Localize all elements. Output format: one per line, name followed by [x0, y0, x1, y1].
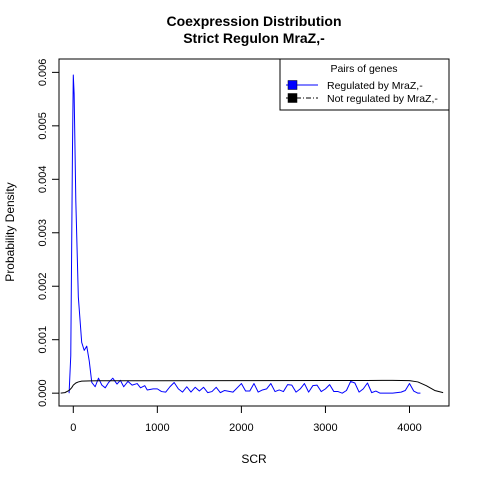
legend-swatch-regulated — [287, 80, 298, 90]
x-tick-label: 2000 — [229, 422, 253, 434]
series-layer — [60, 74, 444, 394]
x-axis: 0 1000 2000 3000 4000 — [70, 405, 422, 434]
legend-swatch-not-regulated — [287, 93, 298, 103]
y-tick-label: 0.005 — [37, 112, 49, 140]
y-tick-label: 0.003 — [37, 219, 49, 247]
x-tick-label: 0 — [70, 422, 76, 434]
y-tick-label: 0.004 — [37, 166, 49, 194]
y-tick-label: 0.002 — [37, 272, 49, 300]
legend: Pairs of genes Regulated by MraZ,- Not r… — [279, 58, 450, 111]
chart-subtitle: Strict Regulon MraZ,- — [183, 30, 325, 46]
x-tick-label: 3000 — [313, 422, 337, 434]
chart-title: Coexpression Distribution — [166, 13, 341, 29]
y-tick-label: 0.000 — [37, 379, 49, 407]
series-line-not-regulated — [60, 379, 444, 394]
y-tick-label: 0.001 — [37, 326, 49, 354]
legend-title: Pairs of genes — [330, 63, 397, 75]
y-axis: 0.000 0.001 0.002 0.003 0.004 0.005 0.006 — [37, 59, 60, 407]
series-line-regulated — [68, 74, 421, 394]
x-axis-title: SCR — [241, 452, 267, 466]
x-tick-label: 1000 — [145, 422, 169, 434]
legend-label-not-regulated: Not regulated by MraZ,- — [327, 93, 438, 105]
x-tick-label: 4000 — [397, 422, 421, 434]
y-tick-label: 0.006 — [37, 59, 49, 87]
legend-label-regulated: Regulated by MraZ,- — [327, 80, 423, 92]
y-axis-title: Probability Density — [3, 182, 17, 281]
